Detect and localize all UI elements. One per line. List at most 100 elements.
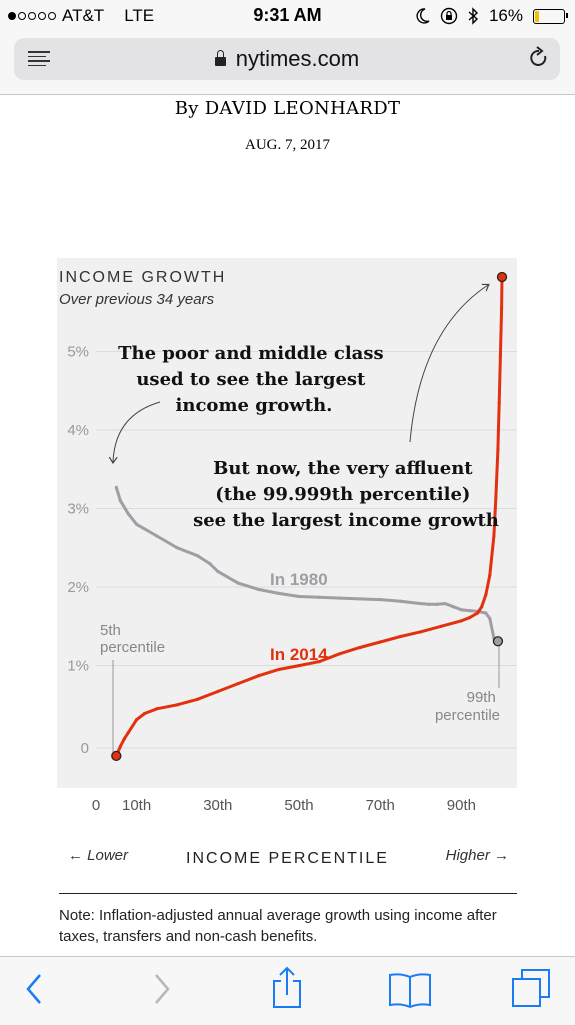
data-point — [358, 597, 362, 601]
network-type: LTE — [124, 6, 155, 25]
data-point — [135, 718, 139, 722]
rotation-lock-icon — [440, 7, 458, 25]
url-text: nytimes.com — [235, 46, 360, 71]
annotation-arrow-left — [113, 401, 161, 462]
data-point — [435, 602, 439, 606]
data-point — [236, 581, 240, 585]
data-point — [317, 595, 321, 599]
data-point — [398, 599, 403, 603]
data-point — [467, 616, 472, 620]
data-point — [480, 605, 484, 609]
data-point — [459, 608, 463, 612]
y-tick-label: 3% — [67, 501, 89, 518]
data-point — [256, 587, 260, 592]
annotation-poor-line1: The poor and middle class — [118, 343, 384, 364]
data-point — [484, 611, 488, 615]
data-point — [459, 619, 463, 623]
y-tick-label: 1% — [67, 658, 89, 675]
reader-view-icon[interactable] — [28, 51, 50, 69]
annotation-affluent-line2: (the 99.999th percentile) — [215, 484, 470, 505]
data-point — [443, 601, 447, 606]
reload-icon[interactable] — [528, 46, 550, 70]
data-point — [297, 594, 301, 599]
x-axis-title: INCOME PERCENTILE — [186, 850, 389, 867]
data-point — [175, 546, 179, 550]
y-tick-label: 2% — [67, 579, 89, 596]
battery-icon — [533, 8, 568, 24]
data-point — [208, 561, 212, 566]
data-point — [338, 596, 342, 600]
bookmarks-icon[interactable] — [387, 971, 433, 1009]
x-tick-label: 30th — [203, 797, 232, 814]
article-date: AUG. 7, 2017 — [245, 137, 330, 153]
data-point — [378, 640, 382, 644]
data-point — [338, 652, 342, 656]
x-axis-lower-hint: ← Lower — [68, 847, 129, 864]
chart-subtitle: Over previous 34 years — [59, 291, 215, 308]
x-tick-label: 0 — [92, 797, 100, 814]
article-byline: By DAVID LEONHARDT — [174, 98, 401, 119]
data-point — [126, 730, 131, 734]
annotation-affluent-line3: see the largest income growth — [193, 510, 499, 531]
data-point — [484, 593, 488, 597]
annotation-arrow-right — [409, 285, 488, 443]
data-point — [216, 569, 220, 573]
forward-icon[interactable] — [150, 971, 174, 1007]
annotation-affluent: But now, the very affluent (the 99.999th… — [193, 458, 499, 531]
status-left: AT&T LTE — [8, 6, 154, 26]
data-point — [175, 703, 179, 707]
data-point — [155, 534, 159, 538]
data-point — [256, 674, 260, 678]
endpoint-2014-end — [496, 271, 508, 283]
back-icon[interactable] — [22, 971, 46, 1007]
endpoint-1980 — [492, 636, 504, 647]
data-point — [216, 689, 220, 694]
data-point — [398, 634, 403, 639]
data-point — [195, 697, 200, 701]
series-label-2014: In 2014 — [270, 645, 328, 664]
url-display[interactable]: nytimes.com — [14, 46, 560, 72]
data-point — [419, 601, 423, 606]
data-point — [378, 598, 382, 602]
data-point — [118, 744, 122, 749]
data-point — [122, 736, 127, 741]
data-point — [118, 499, 122, 503]
y-tick-label: 0 — [81, 740, 89, 757]
signal-strength-icon — [8, 12, 56, 20]
label-5th-line2: percentile — [100, 639, 165, 656]
browser-toolbar — [0, 956, 575, 1025]
income-growth-chart: 0 1% 2% 3% 4% 5% 0 10th 30th 50th 70th 90th The po… — [67, 271, 517, 814]
annotation-affluent-line1: But now, the very affluent — [213, 458, 473, 479]
x-tick-label: 90th — [447, 797, 476, 814]
data-point — [277, 667, 281, 672]
data-point — [135, 522, 139, 526]
series-line — [114, 276, 504, 757]
address-bar[interactable]: nytimes.com — [14, 38, 560, 80]
endpoint-2014-start — [111, 750, 122, 761]
chart-title: INCOME GROWTH — [59, 269, 227, 286]
data-point — [467, 609, 472, 613]
chart-note: Note: Inflation-adjusted annual average … — [59, 907, 497, 945]
data-point — [488, 616, 492, 621]
data-point — [451, 605, 455, 609]
data-point — [143, 711, 147, 716]
data-point — [195, 554, 200, 558]
data-point — [114, 485, 118, 489]
x-axis-title-row: ← Lower INCOME PERCENTILE Higher → — [0, 846, 575, 870]
share-icon[interactable] — [270, 965, 304, 1009]
tabs-icon[interactable] — [510, 967, 552, 1009]
data-point — [492, 534, 496, 538]
status-right: 16% — [416, 6, 568, 26]
data-point — [439, 624, 443, 628]
browser-address-area: nytimes.com — [0, 34, 575, 95]
annotation-poor-line3: income growth. — [176, 395, 333, 416]
data-point — [498, 353, 502, 358]
x-axis-higher-hint: Higher → — [445, 847, 509, 864]
data-point — [497, 401, 501, 405]
lock-icon — [214, 50, 226, 66]
x-tick-label: 50th — [284, 797, 313, 814]
bluetooth-icon — [468, 7, 478, 25]
y-tick-label: 4% — [67, 422, 89, 439]
data-point — [419, 630, 423, 634]
label-5th-percentile: 5th percentile — [100, 622, 165, 656]
